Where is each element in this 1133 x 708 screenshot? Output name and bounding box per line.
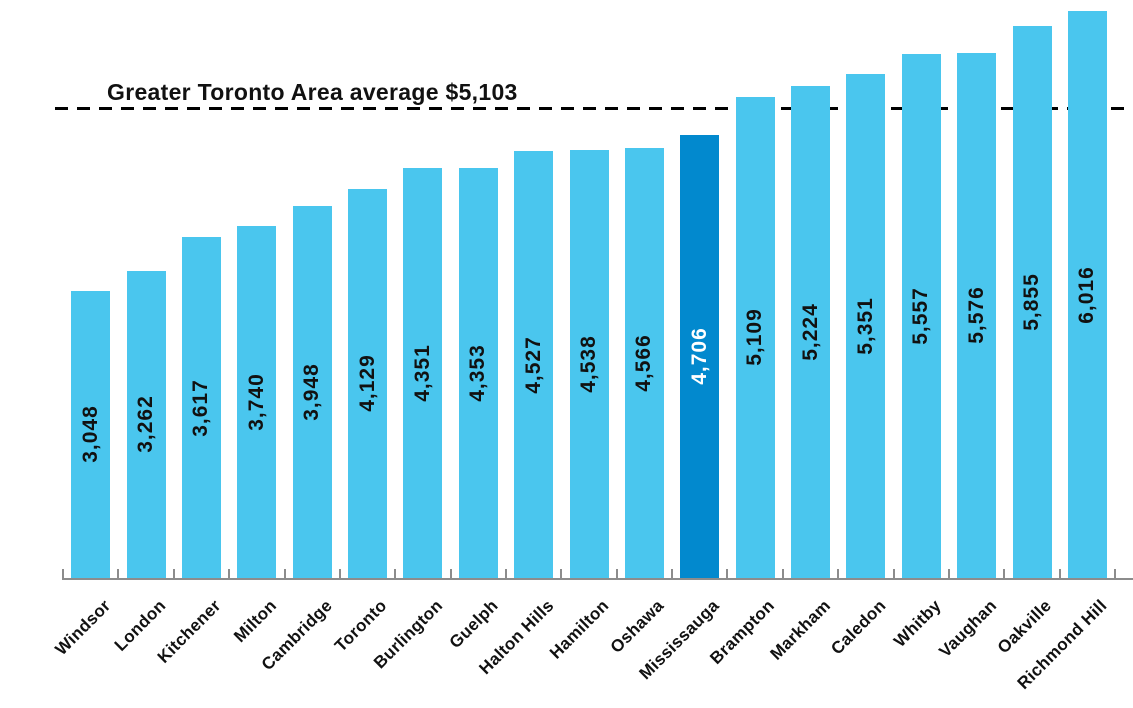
bar-windsor — [71, 290, 111, 578]
bar-richmond-hill — [1067, 11, 1107, 578]
bar-halton-hills — [514, 151, 554, 578]
bar-oshawa — [624, 147, 664, 578]
x-axis-tick — [947, 569, 950, 578]
bar-milton — [237, 225, 277, 578]
bar-value-label-oshawa: 4,566 — [632, 334, 656, 392]
x-axis-tick — [172, 569, 175, 578]
x-axis-tick — [1114, 569, 1116, 578]
bar-value-label-toronto: 4,129 — [355, 354, 379, 413]
bar-value-label-mississauga: 4,706 — [687, 327, 711, 385]
bar-value-label-halton-hills: 4,527 — [521, 335, 545, 394]
bar-value-label-richmond-hill: 6,016 — [1075, 265, 1099, 324]
x-axis-tick — [449, 569, 452, 578]
bar-value-label-burlington: 4,351 — [410, 344, 434, 402]
bar-value-label-kitchener: 3,617 — [189, 378, 213, 437]
x-axis-tick — [394, 569, 397, 578]
x-axis-tick — [117, 569, 120, 578]
x-axis-tick — [228, 569, 231, 578]
x-axis-tick — [781, 569, 784, 578]
bar-caledon — [846, 73, 886, 578]
bar-markham — [791, 85, 830, 578]
bar-cambridge — [292, 205, 332, 578]
bar-toronto — [348, 188, 387, 578]
bar-whitby — [901, 54, 941, 578]
x-axis-label-windsor: Windsor — [51, 596, 115, 659]
bar-vaughan — [957, 52, 997, 578]
x-axis-tick — [1003, 569, 1006, 578]
x-axis-label-milton: Milton — [230, 596, 281, 647]
x-axis-tick — [283, 569, 286, 578]
x-axis-label-caledon: Caledon — [826, 596, 890, 659]
bar-brampton — [735, 96, 775, 578]
bar-value-label-brampton: 5,109 — [743, 308, 767, 366]
bar-value-label-london: 3,262 — [134, 395, 158, 454]
bar-oakville — [1012, 26, 1052, 578]
x-axis-label-markham: Markham — [766, 596, 834, 664]
bar-value-label-markham: 5,224 — [798, 303, 822, 361]
bar-value-label-vaughan: 5,576 — [964, 286, 988, 344]
x-axis-tick — [62, 569, 64, 578]
x-axis-tick — [338, 569, 341, 578]
bar-value-label-windsor: 3,048 — [78, 405, 102, 464]
x-axis-tick — [671, 569, 674, 578]
bar-value-label-caledon: 5,351 — [853, 297, 877, 355]
bar-london — [126, 270, 166, 578]
x-axis-tick — [726, 569, 729, 578]
bar-value-label-guelph: 4,353 — [466, 344, 490, 402]
bar-value-label-milton: 3,740 — [244, 373, 268, 431]
x-axis-label-vaughan: Vaughan — [935, 596, 1001, 662]
bar-value-label-whitby: 5,557 — [909, 287, 933, 345]
x-axis-tick — [505, 569, 507, 578]
average-dashed-line — [55, 107, 1133, 110]
bar-burlington — [403, 167, 443, 578]
bar-guelph — [458, 167, 498, 578]
average-line-label: Greater Toronto Area average $5,103 — [107, 79, 518, 105]
x-axis-line — [62, 578, 1133, 580]
x-axis-tick — [560, 569, 563, 578]
x-axis-label-whitby: Whitby — [889, 596, 945, 651]
bar-mississauga — [680, 134, 720, 578]
x-axis-tick — [837, 569, 840, 578]
bar-kitchener — [181, 237, 221, 578]
bar-value-label-cambridge: 3,948 — [300, 363, 324, 421]
bar-value-label-hamilton: 4,538 — [577, 335, 600, 393]
bar-value-label-oakville: 5,855 — [1020, 273, 1043, 331]
x-axis-tick — [615, 569, 618, 578]
x-axis-tick — [892, 569, 895, 578]
x-axis-tick — [1058, 569, 1061, 578]
x-axis-label-hamilton: Hamilton — [545, 596, 613, 663]
bar-hamilton — [569, 150, 609, 578]
